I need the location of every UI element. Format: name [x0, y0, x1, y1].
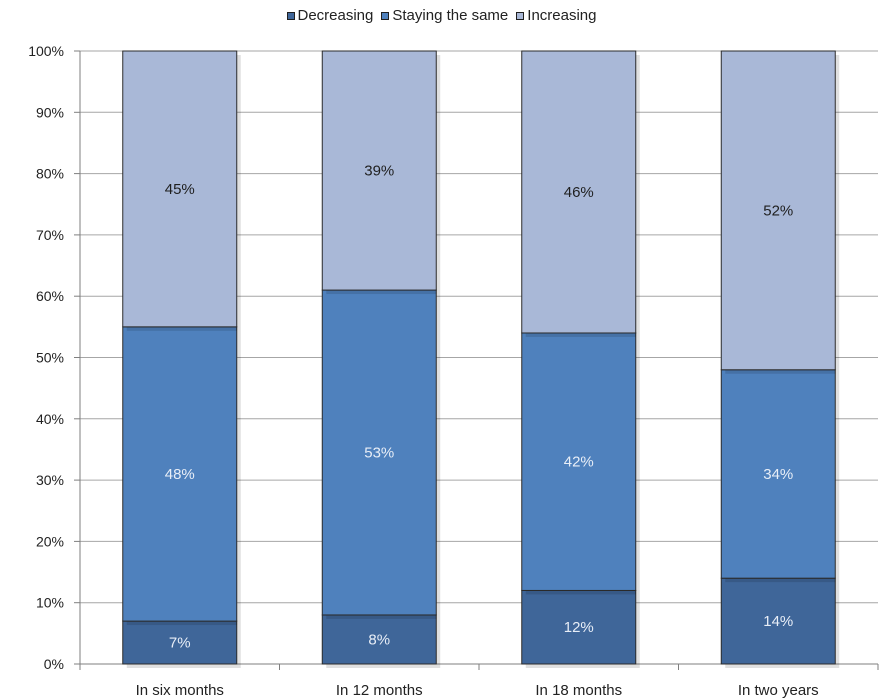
y-tick-50: 50%: [36, 350, 64, 366]
data-label-staying-the-same-in-18-months: 42%: [564, 454, 594, 471]
data-label-decreasing-in-12-months: 8%: [368, 631, 390, 648]
y-tick-100: 100%: [28, 43, 64, 59]
x-tick-in-12-months: In 12 months: [336, 682, 423, 699]
y-tick-90: 90%: [36, 104, 64, 120]
data-label-increasing-in-12-months: 39%: [364, 163, 394, 180]
data-label-decreasing-in-six-months: 7%: [169, 635, 191, 652]
y-tick-20: 20%: [36, 533, 64, 549]
x-tick-in-18-months: In 18 months: [535, 682, 622, 699]
y-tick-0: 0%: [44, 656, 64, 672]
data-label-increasing-in-18-months: 46%: [564, 184, 594, 201]
x-tick-in-six-months: In six months: [136, 682, 224, 699]
data-label-staying-the-same-in-12-months: 53%: [364, 445, 394, 462]
x-tick-in-two-years: In two years: [738, 682, 819, 699]
data-label-increasing-in-two-years: 52%: [763, 202, 793, 219]
y-tick-10: 10%: [36, 595, 64, 611]
data-label-increasing-in-six-months: 45%: [165, 181, 195, 198]
data-label-decreasing-in-two-years: 14%: [763, 613, 793, 630]
y-tick-70: 70%: [36, 227, 64, 243]
y-tick-80: 80%: [36, 166, 64, 182]
data-label-staying-the-same-in-six-months: 48%: [165, 466, 195, 483]
y-tick-60: 60%: [36, 288, 64, 304]
data-label-decreasing-in-18-months: 12%: [564, 619, 594, 636]
y-tick-30: 30%: [36, 472, 64, 488]
y-tick-40: 40%: [36, 411, 64, 427]
data-label-staying-the-same-in-two-years: 34%: [763, 466, 793, 483]
